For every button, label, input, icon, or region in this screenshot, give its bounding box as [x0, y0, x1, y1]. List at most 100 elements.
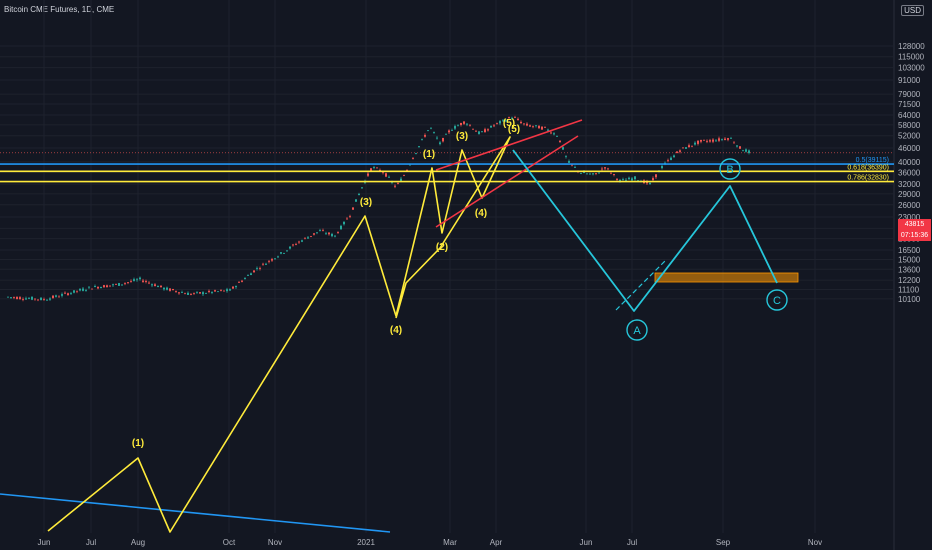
- candle-body: [304, 237, 306, 239]
- candle-body: [238, 281, 240, 283]
- candle-body: [481, 131, 483, 133]
- candle-body: [307, 237, 309, 239]
- candle-body: [448, 130, 450, 133]
- candle-body: [88, 286, 90, 288]
- candle-body: [622, 179, 624, 180]
- candle-body: [370, 168, 372, 171]
- candle-body: [745, 149, 747, 152]
- y-tick-label: 46000: [898, 144, 921, 153]
- y-tick-label: 16500: [898, 246, 921, 255]
- candle-body: [682, 147, 684, 149]
- candle-body: [454, 126, 456, 129]
- candle-body: [601, 168, 603, 170]
- candle-body: [697, 140, 699, 144]
- candle-body: [742, 150, 744, 152]
- wave-circle: [626, 319, 648, 341]
- time-axis[interactable]: Jun Jul Aug Oct Nov 2021 Mar Apr Jun Jul Sep Nov: [38, 538, 823, 547]
- candle-body: [286, 250, 288, 252]
- candle-body: [649, 182, 651, 184]
- candle-body: [31, 296, 33, 300]
- candle-body: [109, 285, 111, 287]
- candle-body: [142, 280, 144, 282]
- candle-body: [166, 287, 168, 290]
- candle-body: [595, 173, 597, 174]
- wave-labels: (1) (3) (1) (3) (5)(5) (2) (4) (4) A B C: [132, 118, 788, 449]
- candle-body: [187, 292, 189, 295]
- candle-body: [748, 150, 750, 153]
- abc-path: [512, 149, 778, 312]
- candle-body: [289, 246, 291, 249]
- candle-body: [355, 199, 357, 202]
- candle-body: [208, 290, 210, 292]
- candle-body: [463, 121, 465, 124]
- candle-body: [421, 139, 423, 141]
- currency-badge[interactable]: USD: [901, 5, 924, 16]
- candle-body: [40, 297, 42, 301]
- candle-body: [472, 128, 474, 130]
- candle-body: [244, 278, 246, 280]
- chart-title: Bitcoin CME Futures, 1D, CME: [4, 5, 115, 14]
- candle-body: [634, 176, 636, 180]
- abc-dashed: [615, 259, 667, 311]
- candle-body: [10, 297, 12, 298]
- candle-body: [691, 145, 693, 147]
- candle-body: [562, 147, 564, 150]
- candle-body: [631, 178, 633, 181]
- candle-body: [283, 253, 285, 254]
- candle-body: [520, 121, 522, 124]
- candle-body: [541, 126, 543, 130]
- candle-body: [25, 298, 27, 300]
- fib-levels: 0.5(39115)0.618(36390) 0.786(32830): [0, 152, 894, 283]
- candle-body: [262, 263, 264, 265]
- candle-body: [703, 139, 705, 141]
- candle-body: [727, 138, 729, 140]
- candle-body: [628, 177, 630, 180]
- y-tick-label: 32000: [898, 180, 921, 189]
- candle-body: [124, 283, 126, 285]
- candle-body: [409, 164, 411, 166]
- candle-body: [439, 142, 441, 145]
- candle-body: [319, 230, 321, 232]
- candle-body: [163, 287, 165, 290]
- candle-body: [517, 118, 519, 121]
- candle-body: [175, 291, 177, 292]
- candle-body: [667, 160, 669, 162]
- candle-body: [169, 288, 171, 291]
- candle-body: [199, 292, 201, 294]
- candle-body: [217, 291, 219, 293]
- y-tick-label: 23000: [898, 213, 921, 222]
- candle-body: [559, 140, 561, 143]
- candle-body: [226, 289, 228, 292]
- candle-body: [268, 260, 270, 262]
- y-tick-label: 26000: [898, 201, 921, 210]
- candle-body: [679, 150, 681, 152]
- candle-body: [460, 122, 462, 125]
- candle-body: [583, 171, 585, 174]
- candle-body: [652, 178, 654, 181]
- x-tick-label: Jun: [580, 538, 593, 547]
- candle-body: [736, 145, 738, 147]
- candle-body: [253, 270, 255, 273]
- y-tick-label: 79000: [898, 90, 921, 99]
- candle-body: [100, 286, 102, 289]
- candles: [7, 115, 750, 302]
- wave-label: (4): [390, 325, 402, 336]
- candle-body: [178, 292, 180, 294]
- candle-body: [49, 298, 51, 300]
- candle-body: [547, 129, 549, 131]
- candle-body: [700, 139, 702, 142]
- candle-body: [223, 290, 225, 292]
- candle-body: [151, 284, 153, 286]
- candle-body: [415, 153, 417, 154]
- candle-body: [298, 241, 300, 243]
- candle-body: [247, 275, 249, 276]
- candle-body: [442, 137, 444, 142]
- fib-label: 0.618(36390): [847, 164, 889, 171]
- wave-label: B: [726, 164, 733, 176]
- candle-body: [367, 173, 369, 176]
- price-axis[interactable]: 1010011100122001360015000165001850020500…: [898, 42, 925, 304]
- y-tick-label: 10100: [898, 295, 921, 304]
- trend-line: [0, 493, 391, 533]
- fib-label: 0.786(32830): [847, 175, 889, 182]
